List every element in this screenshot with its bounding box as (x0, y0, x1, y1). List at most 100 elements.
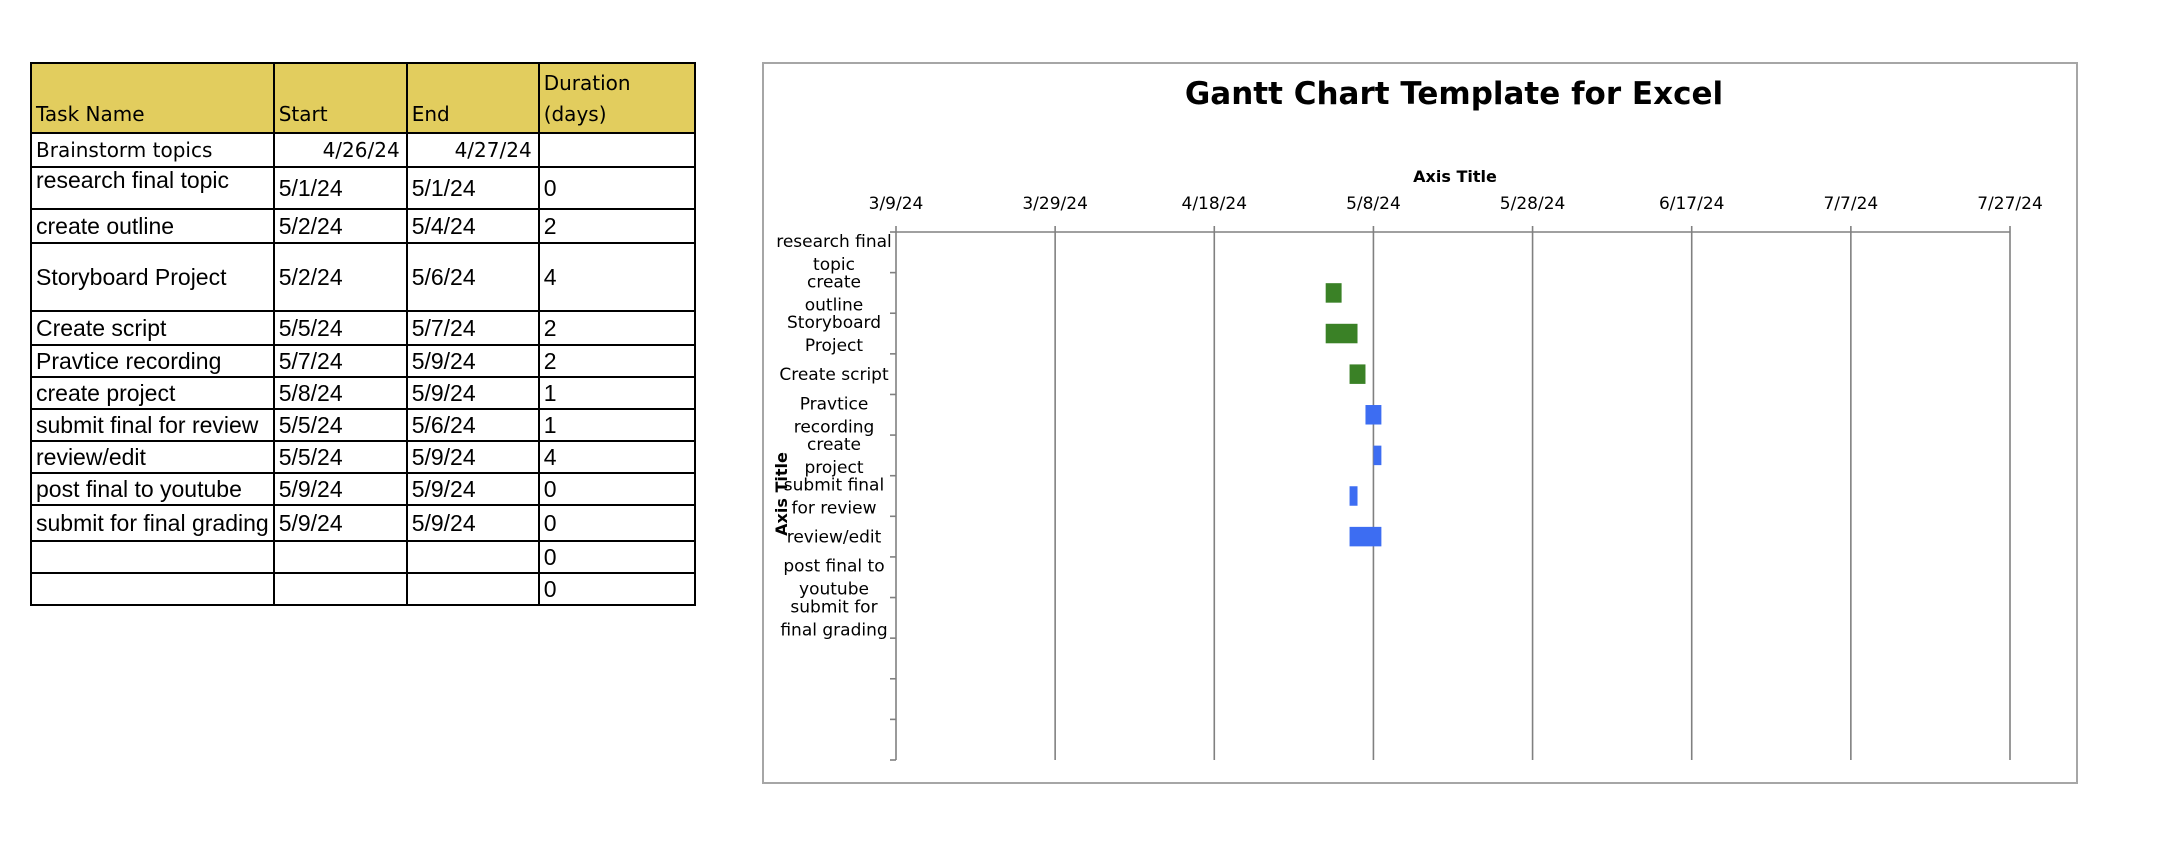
task-table-body: Task Name Start End Duration (days) Brainstor… (30, 62, 696, 606)
table-row: Brainstorm topics 4/26/24 4/27/24 (30, 132, 696, 168)
category-label-line: Storyboard (787, 313, 881, 333)
task-table: Task Name Start End Duration (days) Brainstor… (30, 62, 696, 606)
category-label-line: for review (792, 499, 877, 519)
cell-start[interactable]: 5/7/24 (272, 344, 408, 378)
cell-end[interactable]: 5/9/24 (405, 504, 540, 542)
cell-end[interactable]: 5/9/24 (405, 344, 540, 378)
cell-start[interactable]: 5/5/24 (272, 310, 408, 346)
cell-duration[interactable]: 4 (537, 440, 696, 474)
table-row: Pravtice recording 5/7/24 5/9/24 2 (30, 344, 696, 378)
cell-task-name[interactable] (30, 540, 275, 574)
cell-task-name[interactable] (30, 572, 275, 606)
cell-task-name[interactable]: Storyboard Project (30, 242, 275, 312)
cell-duration[interactable]: 1 (537, 376, 696, 410)
cell-duration[interactable]: 1 (537, 408, 696, 442)
cell-start[interactable]: 5/5/24 (272, 440, 408, 474)
cell-start[interactable]: 5/2/24 (272, 208, 408, 244)
cell-end[interactable]: 5/9/24 (405, 472, 540, 506)
table-row: 0 (30, 572, 696, 606)
cell-start[interactable]: 5/2/24 (272, 242, 408, 312)
cell-end[interactable] (405, 572, 540, 606)
category-label: submit final for review (784, 476, 884, 519)
gantt-bar (1349, 364, 1366, 384)
category-label-line: submit final (784, 476, 884, 496)
cell-start[interactable] (272, 572, 408, 606)
cell-task-name[interactable]: Create script (30, 310, 275, 346)
category-label-line: topic (813, 255, 855, 275)
cell-end[interactable]: 5/9/24 (405, 376, 540, 410)
gantt-chart: Gantt Chart Template for Excel Axis Title… (762, 62, 2078, 784)
gantt-bar (1365, 405, 1382, 425)
category-label: review/edit (787, 528, 882, 548)
x-tick-label: 6/17/24 (1659, 194, 1725, 214)
cell-end[interactable]: 5/6/24 (405, 408, 540, 442)
cell-duration[interactable]: 4 (537, 242, 696, 312)
cell-duration[interactable]: 0 (537, 472, 696, 506)
category-label-line: Project (805, 336, 863, 356)
cell-task-name[interactable]: create outline (30, 208, 275, 244)
cell-task-name[interactable]: review/edit (30, 440, 275, 474)
cell-end[interactable]: 5/4/24 (405, 208, 540, 244)
category-label-line: youtube (799, 580, 869, 600)
category-label-line: research final (776, 232, 892, 252)
cell-end[interactable] (405, 540, 540, 574)
table-row: Storyboard Project 5/2/24 5/6/24 4 (30, 242, 696, 312)
cell-task-name[interactable]: post final to youtube (30, 472, 275, 506)
cell-start[interactable]: 4/26/24 (272, 132, 408, 168)
category-label-line: Pravtice (800, 394, 869, 414)
cell-duration[interactable]: 2 (537, 208, 696, 244)
cell-duration[interactable]: 0 (537, 166, 696, 210)
cell-end[interactable]: 5/7/24 (405, 310, 540, 346)
gantt-bar (1325, 323, 1358, 344)
table-row: create project 5/8/24 5/9/24 1 (30, 376, 696, 410)
cell-end[interactable]: 5/6/24 (405, 242, 540, 312)
x-tick-label: 5/28/24 (1500, 194, 1566, 214)
cell-end[interactable]: 5/9/24 (405, 440, 540, 474)
cell-task-name[interactable]: Brainstorm topics (30, 132, 275, 168)
chart-title: Gantt Chart Template for Excel (1185, 76, 1723, 112)
gantt-bar (1349, 526, 1382, 547)
x-tick-label: 7/7/24 (1823, 194, 1878, 214)
cell-start[interactable]: 5/1/24 (272, 166, 408, 210)
header-task-name[interactable]: Task Name (30, 62, 275, 134)
gantt-bar (1373, 445, 1382, 466)
header-end[interactable]: End (405, 62, 540, 134)
cell-task-name[interactable]: submit for final grading (30, 504, 275, 542)
table-row: submit for final grading 5/9/24 5/9/24 0 (30, 504, 696, 542)
cell-text: research final topic (36, 168, 230, 193)
table-row: submit final for review 5/5/24 5/6/24 1 (30, 408, 696, 442)
table-row: review/edit 5/5/24 5/9/24 4 (30, 440, 696, 474)
category-label: submit for final grading (780, 597, 887, 640)
cell-end[interactable]: 4/27/24 (405, 132, 540, 168)
cell-duration[interactable] (537, 132, 696, 168)
cell-task-name[interactable]: research final topic (30, 166, 275, 210)
x-axis-title: Axis Title (1413, 167, 1497, 186)
cell-task-name[interactable]: submit final for review (30, 408, 275, 442)
cell-start[interactable]: 5/8/24 (272, 376, 408, 410)
category-label: create outline (805, 272, 864, 315)
cell-duration[interactable]: 0 (537, 504, 696, 542)
cell-duration[interactable]: 2 (537, 310, 696, 346)
cell-duration[interactable]: 0 (537, 572, 696, 606)
x-tick-label: 5/8/24 (1346, 194, 1401, 214)
x-tick-label: 3/29/24 (1022, 194, 1088, 214)
cell-end[interactable]: 5/1/24 (405, 166, 540, 210)
cell-start[interactable]: 5/9/24 (272, 472, 408, 506)
header-start[interactable]: Start (272, 62, 408, 134)
category-label: Create script (779, 365, 889, 385)
category-label-line: review/edit (787, 528, 882, 548)
header-duration[interactable]: Duration (days) (537, 62, 696, 134)
cell-task-name[interactable]: create project (30, 376, 275, 410)
table-row: post final to youtube 5/9/24 5/9/24 0 (30, 472, 696, 506)
cell-duration[interactable]: 2 (537, 344, 696, 378)
cell-start[interactable]: 5/9/24 (272, 504, 408, 542)
cell-start[interactable] (272, 540, 408, 574)
table-row: 0 (30, 540, 696, 574)
cell-task-name[interactable]: Pravtice recording (30, 344, 275, 378)
table-row: Create script 5/5/24 5/7/24 2 (30, 310, 696, 346)
gantt-bar (1349, 486, 1358, 506)
category-label: Pravtice recording (794, 394, 875, 437)
category-label-line: create (807, 435, 861, 455)
cell-duration[interactable]: 0 (537, 540, 696, 574)
cell-start[interactable]: 5/5/24 (272, 408, 408, 442)
